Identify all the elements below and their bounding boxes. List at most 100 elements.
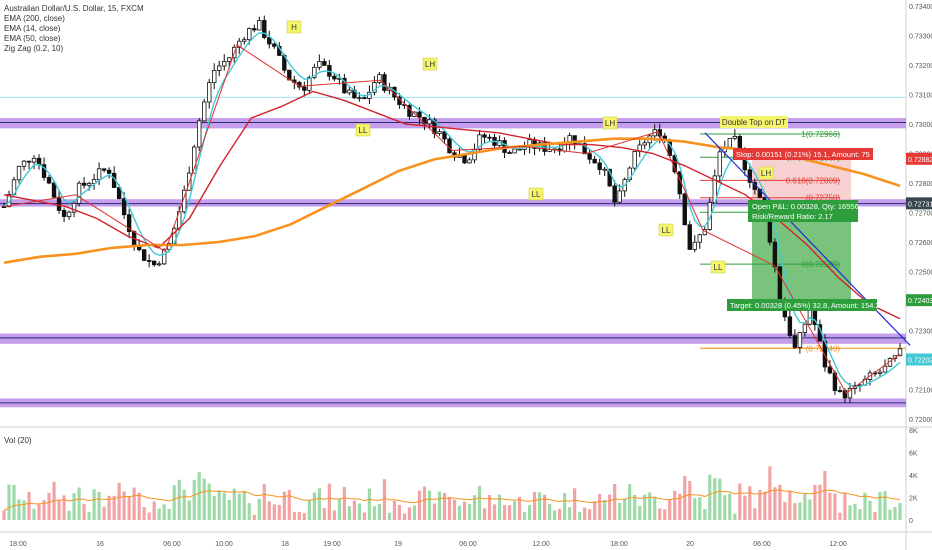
candle-down[interactable] xyxy=(507,152,512,154)
candle-up[interactable] xyxy=(222,61,227,67)
candle-up[interactable] xyxy=(717,151,722,177)
candle-up[interactable] xyxy=(897,348,903,357)
candle-down[interactable] xyxy=(151,260,157,266)
candle-down[interactable] xyxy=(442,131,447,140)
candle-up[interactable] xyxy=(16,165,22,181)
candle-up[interactable] xyxy=(257,20,262,31)
candle-up[interactable] xyxy=(512,148,517,154)
candle-up[interactable] xyxy=(602,168,607,171)
candle-down[interactable] xyxy=(592,158,597,164)
candle-up[interactable] xyxy=(877,371,883,374)
candle-up[interactable] xyxy=(477,134,482,150)
candle-up[interactable] xyxy=(692,241,697,250)
candle-up[interactable] xyxy=(467,159,472,164)
candle-down[interactable] xyxy=(687,224,692,250)
candle-up[interactable] xyxy=(617,190,622,203)
candle-down[interactable] xyxy=(272,43,277,47)
candle-up[interactable] xyxy=(632,151,637,169)
candle-down[interactable] xyxy=(141,249,147,261)
candle-up[interactable] xyxy=(427,119,432,125)
candle-up[interactable] xyxy=(237,40,242,48)
candle-down[interactable] xyxy=(121,198,127,216)
candle-up[interactable] xyxy=(207,82,212,103)
candle-up[interactable] xyxy=(372,82,377,93)
candle-down[interactable] xyxy=(772,241,778,268)
ema14-line[interactable] xyxy=(3,32,901,388)
candle-down[interactable] xyxy=(827,366,833,374)
candle-up[interactable] xyxy=(247,28,252,41)
candle-down[interactable] xyxy=(287,69,292,81)
candle-down[interactable] xyxy=(146,260,152,262)
candle-up[interactable] xyxy=(847,388,853,399)
candle-up[interactable] xyxy=(227,57,232,62)
candle-up[interactable] xyxy=(192,146,197,174)
candle-up[interactable] xyxy=(71,202,77,213)
candle-down[interactable] xyxy=(417,111,422,118)
candle-down[interactable] xyxy=(106,169,112,174)
candle-up[interactable] xyxy=(76,182,82,204)
candle-up[interactable] xyxy=(797,332,803,348)
indicator-zigzag[interactable]: Zig Zag (0.2, 10) xyxy=(4,44,64,53)
candle-up[interactable] xyxy=(217,65,222,71)
candle-down[interactable] xyxy=(787,316,793,337)
candle-down[interactable] xyxy=(342,77,347,94)
candle-down[interactable] xyxy=(322,61,327,66)
candle-up[interactable] xyxy=(156,263,162,266)
candle-down[interactable] xyxy=(302,86,307,91)
candle-up[interactable] xyxy=(802,323,808,333)
candle-up[interactable] xyxy=(882,365,888,373)
indicator-ema50[interactable]: EMA (50, close) xyxy=(4,34,61,43)
price-tag[interactable] xyxy=(906,197,932,210)
candle-up[interactable] xyxy=(96,168,102,180)
candle-down[interactable] xyxy=(612,185,617,203)
candle-down[interactable] xyxy=(362,97,367,100)
candle-up[interactable] xyxy=(31,157,37,163)
indicator-ema14[interactable]: EMA (14, close) xyxy=(4,24,61,33)
candle-up[interactable] xyxy=(642,142,647,146)
candle-down[interactable] xyxy=(587,153,592,160)
candle-down[interactable] xyxy=(837,390,843,392)
candle-down[interactable] xyxy=(682,193,687,226)
supply-demand-zone[interactable] xyxy=(0,199,906,207)
candle-up[interactable] xyxy=(86,183,92,186)
supply-demand-zone[interactable] xyxy=(0,333,906,344)
candle-down[interactable] xyxy=(61,210,67,217)
candle-down[interactable] xyxy=(447,138,452,154)
candle-up[interactable] xyxy=(312,66,317,78)
candle-down[interactable] xyxy=(332,75,337,80)
candle-up[interactable] xyxy=(307,77,312,91)
candle-down[interactable] xyxy=(737,135,743,150)
candle-up[interactable] xyxy=(66,211,72,217)
candle-down[interactable] xyxy=(747,169,753,183)
price-tag[interactable] xyxy=(906,152,932,165)
candle-up[interactable] xyxy=(21,160,27,167)
candle-up[interactable] xyxy=(202,101,207,122)
zigzag-line[interactable] xyxy=(3,44,901,394)
candle-down[interactable] xyxy=(116,187,122,200)
candle-up[interactable] xyxy=(707,202,712,230)
candle-down[interactable] xyxy=(582,143,587,155)
candle-down[interactable] xyxy=(267,37,272,45)
indicator-ema200[interactable]: EMA (200, close) xyxy=(4,14,65,23)
candle-up[interactable] xyxy=(437,131,442,134)
price-tag[interactable] xyxy=(906,353,932,366)
candle-up[interactable] xyxy=(357,97,362,100)
candle-down[interactable] xyxy=(482,134,487,138)
candle-down[interactable] xyxy=(26,160,32,163)
candle-down[interactable] xyxy=(777,266,783,300)
candle-up[interactable] xyxy=(732,135,738,139)
candle-down[interactable] xyxy=(607,168,612,187)
candle-down[interactable] xyxy=(81,182,87,186)
candle-down[interactable] xyxy=(46,177,52,184)
candle-up[interactable] xyxy=(197,120,202,148)
candle-down[interactable] xyxy=(262,20,267,38)
candle-up[interactable] xyxy=(377,74,382,83)
candle-down[interactable] xyxy=(101,168,107,171)
candle-down[interactable] xyxy=(572,135,577,145)
candle-down[interactable] xyxy=(792,335,798,348)
candle-down[interactable] xyxy=(36,157,42,166)
supply-demand-zone[interactable] xyxy=(0,118,906,129)
candle-up[interactable] xyxy=(697,234,702,243)
candle-down[interactable] xyxy=(41,164,47,178)
